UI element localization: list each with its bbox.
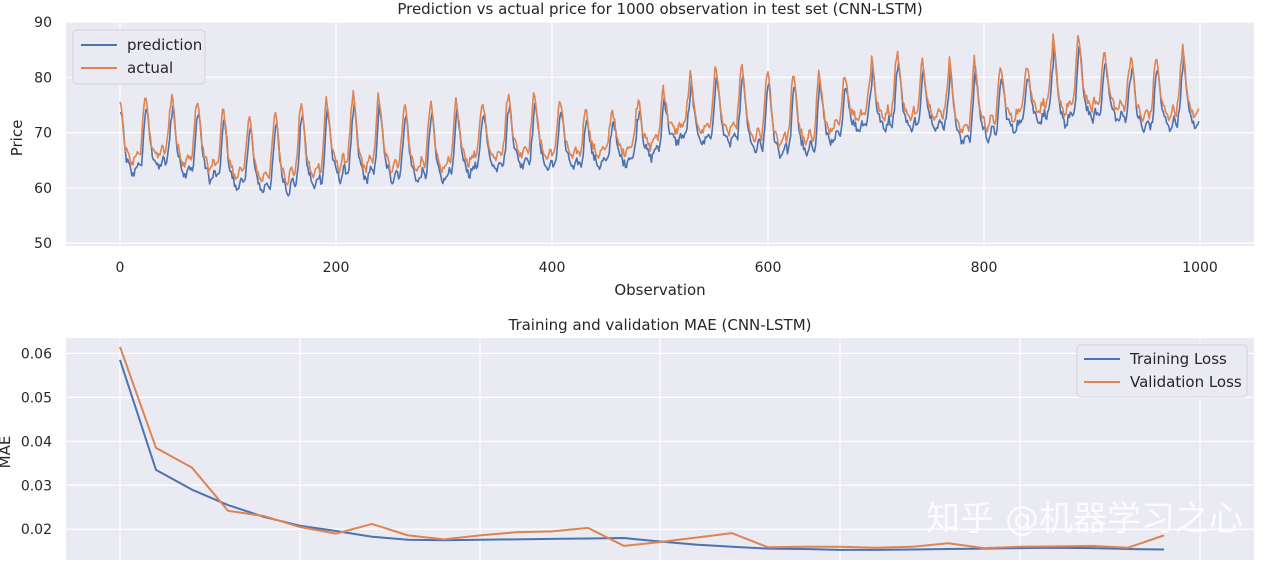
price-y-tick-label: 90 bbox=[34, 15, 52, 31]
price-y-ticks: 50 60 70 80 90 bbox=[34, 15, 52, 252]
price-chart: 50 60 70 80 90 0 200 400 600 800 1000 Prediction … bbox=[8, 0, 1254, 299]
mae-y-axis-label: MAE bbox=[0, 436, 14, 469]
price-legend-box bbox=[72, 29, 206, 85]
mae-chart: 0.02 0.03 0.04 0.05 0.06 Training and valida… bbox=[0, 316, 1254, 560]
mae-y-tick-label: 0.03 bbox=[21, 478, 52, 494]
price-x-tick-label: 400 bbox=[539, 260, 566, 276]
price-gridlines bbox=[66, 21, 1254, 246]
price-legend: prediction actual bbox=[72, 29, 206, 85]
mae-chart-title: Training and validation MAE (CNN-LSTM) bbox=[507, 316, 811, 334]
price-series-actual bbox=[119, 33, 1200, 186]
price-x-tick-label: 200 bbox=[323, 260, 350, 276]
price-legend-label-prediction: prediction bbox=[127, 36, 202, 54]
price-legend-label-actual: actual bbox=[127, 59, 173, 77]
price-series-prediction bbox=[120, 44, 1200, 197]
mae-legend: Training Loss Validation Loss bbox=[1076, 344, 1248, 398]
mae-series-lines bbox=[119, 346, 1165, 551]
mae-y-tick-label: 0.04 bbox=[21, 434, 52, 450]
mae-series-validation-loss bbox=[119, 346, 1165, 550]
mae-legend-label-training: Training Loss bbox=[1129, 350, 1227, 368]
mae-y-tick-label: 0.05 bbox=[21, 390, 52, 406]
mae-y-ticks: 0.02 0.03 0.04 0.05 0.06 bbox=[21, 346, 52, 538]
price-series-lines bbox=[119, 33, 1200, 197]
price-x-tick-label: 1000 bbox=[1182, 260, 1218, 276]
price-x-axis-label: Observation bbox=[614, 281, 705, 299]
price-chart-title: Prediction vs actual price for 1000 obse… bbox=[397, 0, 922, 18]
price-x-tick-label: 800 bbox=[971, 260, 998, 276]
mae-gridlines bbox=[66, 338, 1254, 560]
mae-y-tick-label: 0.02 bbox=[21, 522, 52, 538]
price-x-tick-label: 600 bbox=[755, 260, 782, 276]
price-y-tick-label: 60 bbox=[34, 181, 52, 197]
price-x-tick-label: 0 bbox=[116, 260, 125, 276]
price-y-tick-label: 80 bbox=[34, 70, 52, 86]
price-y-tick-label: 50 bbox=[34, 236, 52, 252]
price-y-tick-label: 70 bbox=[34, 126, 52, 142]
price-y-axis-label: Price bbox=[8, 120, 26, 157]
mae-y-tick-label: 0.06 bbox=[21, 346, 52, 362]
watermark: 知乎 @机器学习之心 bbox=[926, 499, 1243, 539]
price-x-ticks: 0 200 400 600 800 1000 bbox=[116, 260, 1218, 276]
mae-legend-label-validation: Validation Loss bbox=[1130, 373, 1242, 391]
